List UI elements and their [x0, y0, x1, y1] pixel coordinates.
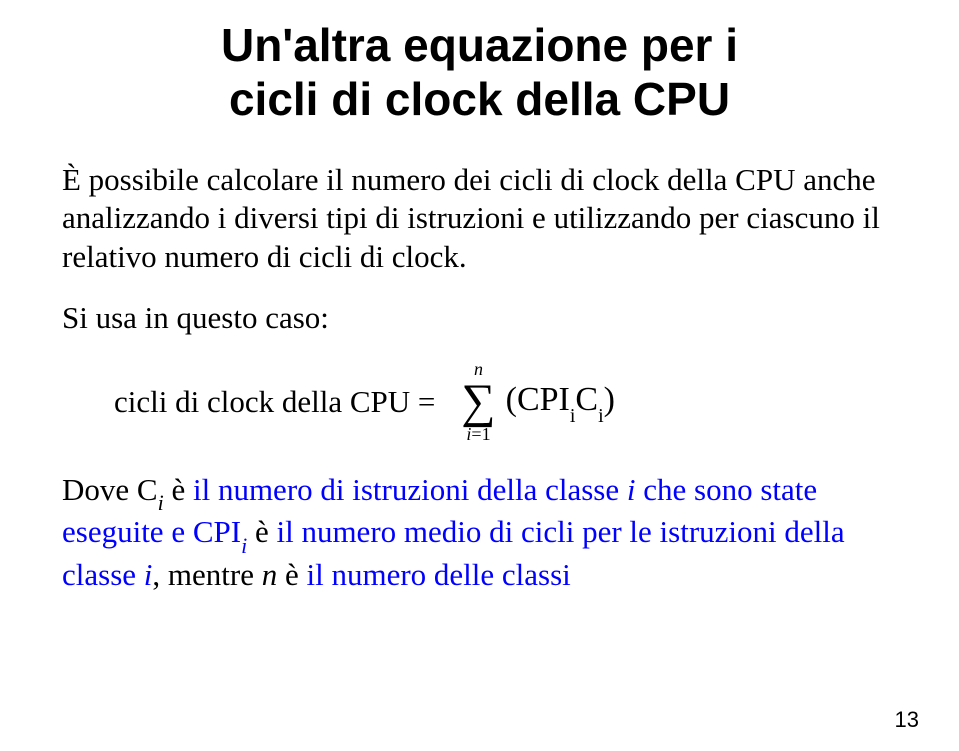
summation-symbol: n ∑ i=1	[461, 360, 495, 445]
p3-pre: Dove C	[62, 472, 158, 507]
p3-n: n	[262, 557, 278, 592]
page-title: Un'altra equazione per i cicli di clock …	[62, 18, 897, 127]
summation-term: (CPIiCi)	[506, 381, 615, 424]
p3-mid4: , mentre	[152, 557, 261, 592]
slide-page: Un'altra equazione per i cicli di clock …	[0, 0, 959, 751]
term-cpi: CPI	[517, 381, 570, 418]
p3-sub-i-2: i	[241, 533, 247, 558]
sum-lower-eq: =1	[471, 424, 490, 444]
term-cpi-subscript: i	[570, 405, 576, 427]
formula: cicli di clock della CPU = n ∑ i=1 (CPIi…	[114, 360, 897, 445]
p3-sub-i-1: i	[158, 490, 164, 515]
p3-blue-1: il numero di istruzioni della classe	[193, 472, 627, 507]
paragraph-1: È possibile calcolare il numero dei cicl…	[62, 161, 897, 277]
sigma-icon: ∑	[461, 379, 495, 425]
sum-lower-limit: i=1	[466, 425, 490, 445]
title-line-2: cicli di clock della CPU	[229, 73, 730, 125]
paragraph-2: Si usa in questo caso:	[62, 299, 897, 338]
p3-mid3: è	[247, 514, 276, 549]
term-c: C	[575, 381, 598, 418]
term-c-subscript: i	[598, 405, 604, 427]
paragraph-3: Dove Ci è il numero di istruzioni della …	[62, 471, 897, 595]
p3-i-1: i	[627, 472, 636, 507]
formula-label: cicli di clock della CPU =	[114, 384, 435, 420]
title-line-1: Un'altra equazione per i	[221, 19, 738, 71]
page-number: 13	[895, 707, 919, 733]
p3-mid1: è	[164, 472, 193, 507]
p3-end: è	[277, 557, 306, 592]
term-open-paren: (	[506, 381, 517, 418]
p3-blue-3: il numero delle classi	[307, 557, 571, 592]
term-close-paren: )	[604, 381, 615, 418]
